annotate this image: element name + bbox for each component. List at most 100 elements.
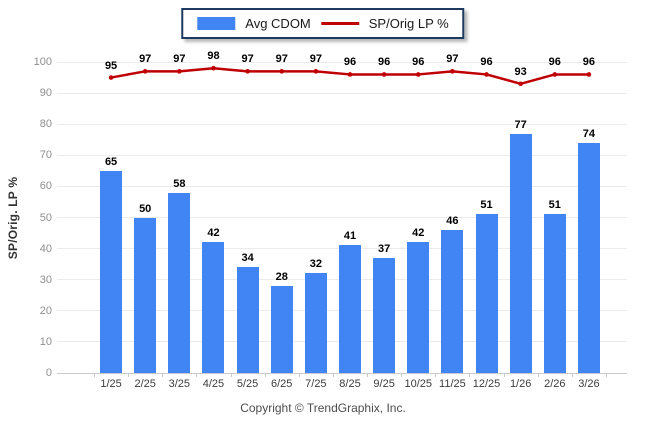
bar	[134, 217, 157, 373]
bar-value-label: 41	[343, 230, 357, 243]
x-tick-label: 7/25	[305, 378, 327, 390]
line-value-label: 97	[309, 53, 322, 66]
bar-value-label: 77	[514, 118, 527, 131]
bar	[304, 273, 327, 373]
x-axis-minor-tick	[606, 373, 607, 377]
x-tick-label: 1/25	[100, 378, 122, 390]
bar-value-label: 58	[173, 177, 186, 190]
bar	[270, 285, 293, 373]
line-value-label: 97	[275, 53, 288, 66]
x-axis-minor-tick	[332, 373, 334, 377]
x-tick-label: 6/25	[271, 378, 293, 390]
y-tick-label: 0	[45, 367, 52, 379]
bar	[373, 257, 396, 373]
x-tick-label: 12/25	[472, 378, 501, 390]
line-value-label: 97	[139, 53, 152, 66]
bar	[168, 192, 191, 373]
y-tick-label: 50	[39, 211, 52, 224]
bar-value-label: 28	[275, 270, 288, 283]
y-tick-label: 40	[39, 242, 52, 255]
line-point-marker	[586, 72, 592, 77]
x-tick-label: 8/25	[339, 378, 361, 390]
gridline	[57, 61, 627, 63]
line-point-marker	[211, 65, 216, 71]
line-point-marker	[450, 69, 455, 74]
line-value-label: 96	[378, 56, 391, 69]
gridline	[57, 123, 627, 125]
bar	[407, 242, 430, 373]
y-tick-label: 80	[39, 118, 52, 131]
y-axis-ticks: 0 10 20 30 40 50 60 70 80 90 100	[0, 56, 52, 379]
x-axis-minor-tick	[264, 373, 266, 377]
line-point-marker	[484, 72, 489, 77]
y-tick-label: 30	[39, 273, 52, 286]
line-point-marker	[552, 72, 558, 77]
y-tick-label: 90	[39, 87, 52, 100]
line-point-marker	[142, 69, 148, 74]
line-series	[108, 65, 592, 87]
x-tick-label: 9/25	[373, 378, 395, 390]
x-axis-minor-tick	[537, 373, 539, 377]
copyright-text: Copyright © TrendGraphix, Inc.	[240, 401, 406, 415]
bar-value-label: 51	[480, 199, 493, 212]
line-value-label: 96	[582, 56, 596, 69]
bar	[475, 214, 498, 373]
y-tick-label: 10	[39, 335, 52, 348]
x-axis-minor-tick	[571, 373, 573, 377]
x-axis-minor-tick	[196, 373, 198, 377]
x-axis-labels: 1/25 2/25 3/25 4/25 5/25 6/25 7/25 8/25 9/25 10/2…	[57, 378, 627, 394]
plot-area: 65 50 58 42 34 28 32 41 37 42 46 51 77 51 74 95 97 97 98 97…	[57, 50, 627, 377]
gridline	[57, 154, 627, 156]
x-tick-label: 3/26	[578, 378, 600, 390]
x-tick-label: 10/25	[404, 378, 433, 390]
bar-value-label: 46	[446, 214, 459, 227]
y-tick-label: 20	[39, 304, 52, 317]
bar-value-label: 32	[309, 258, 322, 271]
bar-value-label: 42	[207, 227, 220, 240]
x-axis-minor-tick	[162, 373, 164, 377]
bar	[339, 245, 361, 373]
x-tick-label: 1/26	[509, 378, 532, 390]
bar	[577, 142, 600, 373]
line-value-label: 96	[480, 56, 493, 69]
line-point-marker	[415, 72, 421, 77]
x-axis-minor-tick	[230, 373, 232, 377]
line-point-marker	[108, 75, 114, 80]
line-value-label: 97	[173, 53, 186, 66]
gridline	[57, 372, 627, 374]
x-tick-label: 11/25	[439, 378, 466, 390]
bar	[509, 133, 532, 373]
gridline	[57, 92, 627, 94]
bar	[543, 214, 566, 373]
x-axis-minor-tick	[367, 373, 369, 377]
gridline	[57, 217, 627, 218]
bar-value-label: 37	[378, 242, 391, 255]
y-tick-label: 100	[33, 56, 52, 68]
line-point-marker	[245, 69, 250, 74]
bar	[202, 242, 225, 373]
x-axis-minor-tick	[128, 373, 130, 377]
x-tick-label: 5/25	[236, 378, 259, 390]
line-point-marker	[518, 81, 523, 87]
legend: Avg CDOM SP/Orig LP %	[181, 8, 465, 39]
line-point-marker	[279, 69, 285, 74]
x-axis-minor-tick	[401, 373, 403, 377]
line-point-marker	[313, 69, 319, 74]
line-value-label: 98	[207, 50, 220, 63]
line-value-label: 97	[446, 53, 459, 66]
line-value-label: 96	[548, 56, 561, 69]
bar	[441, 229, 464, 373]
x-tick-label: 4/25	[202, 378, 225, 390]
line-legend-swatch-icon	[320, 22, 359, 25]
gridline	[57, 185, 627, 187]
line-legend-label: SP/Orig LP %	[368, 16, 449, 31]
y-tick-label: 60	[39, 180, 52, 193]
x-tick-label: 3/25	[168, 378, 191, 390]
bar-value-label: 74	[582, 127, 596, 140]
x-axis-minor-tick	[298, 373, 300, 377]
bar-value-label: 42	[412, 227, 425, 240]
line-point-marker	[381, 72, 387, 77]
line-value-label: 95	[104, 59, 118, 72]
bar-value-label: 51	[548, 199, 561, 212]
x-axis-minor-tick	[94, 373, 95, 377]
